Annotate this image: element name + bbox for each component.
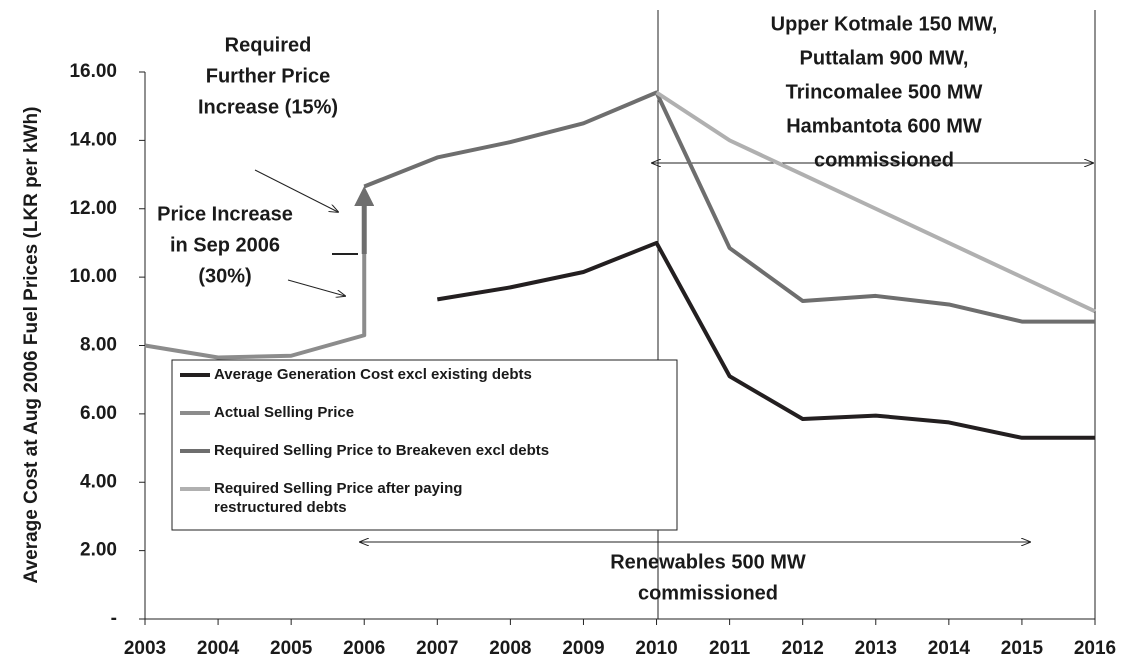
x-tick-label: 2007 [416,638,458,659]
x-tick-label: 2014 [928,638,971,659]
legend-label: Actual Selling Price [214,404,354,421]
x-tick-label: 2011 [709,638,751,659]
x-tick-label: 2010 [635,638,677,659]
y-tick-label: 14.00 [69,129,117,150]
annotation: Increase (15%) [198,96,338,118]
x-tick-label: 2013 [855,638,897,659]
x-tick-label: 2009 [562,638,604,659]
legend-box [171,359,678,531]
annotation: commissioned [814,149,954,171]
x-tick-label: 2004 [197,638,240,659]
annotation: Further Price [206,65,330,87]
annotation: (30%) [198,265,251,287]
series-line [655,90,1096,314]
y-tick-label: 12.00 [69,198,117,219]
legend-label: Required Selling Price to Breakeven excl… [214,442,549,459]
x-tick-label: 2015 [1001,638,1044,659]
legend-label: Required Selling Price after paying [214,480,462,497]
series-line [144,253,367,360]
annotation: Required [225,34,312,56]
annotation: commissioned [638,582,778,604]
y-tick-label: 6.00 [80,403,117,424]
y-tick-label: 16.00 [69,61,117,82]
y-tick-label: - [111,608,117,629]
annotation: Upper Kotmale 150 MW, [771,13,998,35]
legend-label: Required Selling Price after paying restr… [214,480,462,516]
y-tick-label: 4.00 [80,471,117,492]
annotation: Renewables 500 MW [610,551,806,573]
pointer [287,279,345,296]
x-tick-label: 2008 [489,638,531,659]
y-tick-label: 2.00 [80,540,117,561]
annotation: in Sep 2006 [170,234,280,256]
legend-label: Average Generation Cost excl existing de… [214,366,532,383]
x-tick-label: 2012 [782,638,824,659]
annotation: Hambantota 600 MW [786,115,982,137]
annotation: Puttalam 900 MW, [800,47,969,69]
annotation: Trincomalee 500 MW [786,81,983,103]
pointer [254,169,338,212]
series-line [363,90,1095,324]
x-tick-label: 2006 [343,638,385,659]
x-tick-label: 2005 [270,638,313,659]
series-line [436,240,1095,440]
y-axis-label: Average Cost at Aug 2006 Fuel Prices (LK… [21,107,42,584]
legend-label: restructured debts [214,499,347,516]
y-tick-label: 8.00 [80,335,117,356]
annotation: Price Increase [157,203,293,225]
x-tick-label: 2016 [1074,638,1116,659]
x-tick-label: 2003 [124,638,166,659]
y-tick-label: 10.00 [69,266,117,287]
